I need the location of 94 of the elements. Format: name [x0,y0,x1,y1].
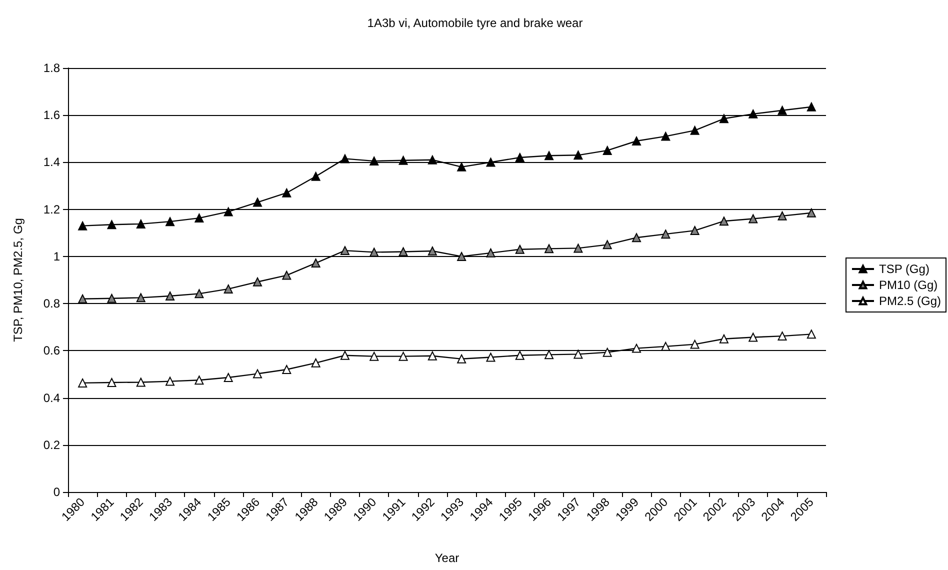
point [428,155,437,164]
point [78,378,88,388]
point [166,292,175,301]
point [806,330,816,339]
point [253,369,262,378]
point [661,230,670,239]
point [194,376,204,385]
point [602,240,612,250]
point [515,350,524,360]
point [107,220,116,230]
point [806,208,816,218]
point [748,214,758,224]
point [486,352,496,362]
point [311,358,320,368]
point [719,216,728,226]
point [515,153,524,162]
chart-title: 1A3b vi, Automobile tyre and brake wear [367,16,583,30]
point [690,340,700,349]
point [428,351,437,360]
point [136,219,146,228]
point [806,102,816,112]
legend-label: PM2.5 (Gg) [878,294,942,308]
x-axis-title: Year [434,551,460,565]
y-tick-label: 1 [53,249,60,264]
point [544,151,554,160]
point [398,247,408,256]
point [340,246,350,256]
point [224,373,233,382]
point [719,114,728,124]
point [107,294,116,303]
point [748,109,758,118]
legend-label: PM10 (Gg) [878,278,938,292]
legend-label: TSP (Gg) [878,262,930,276]
y-tick-label: 1.8 [43,61,60,75]
y-axis-title: TSP, PM10, PM2.5, Gg [11,218,25,342]
point [78,294,88,304]
point [690,226,700,236]
point [253,198,262,207]
point [457,252,466,261]
y-tick-label: 0.8 [43,296,60,311]
point [340,154,350,164]
y-tick-label: 0.2 [43,438,60,452]
point [194,214,204,223]
point [574,150,583,160]
point [574,244,583,253]
y-tick-label: 1.2 [43,202,60,216]
point [311,258,320,268]
point [282,270,292,280]
point [748,332,758,342]
point [486,158,496,167]
point [515,244,524,254]
point [370,248,379,257]
point [136,378,146,387]
point [778,106,787,115]
point [370,156,379,166]
point [778,211,787,220]
point [544,244,554,254]
point [632,136,641,146]
point [166,376,175,386]
point [428,246,437,256]
point [224,284,233,294]
point [457,162,466,172]
point [398,156,408,165]
point [253,277,262,286]
point [690,126,700,135]
point [457,354,466,364]
point [544,350,554,360]
point [632,344,641,353]
point [602,348,612,357]
point [340,350,350,360]
point [78,221,88,230]
y-tick-label: 0.4 [43,390,60,405]
point [719,334,728,344]
point [370,352,379,361]
point [778,332,787,341]
point [282,365,292,374]
point [194,289,204,298]
point [166,217,175,226]
point [136,293,146,302]
y-tick-label: 0 [53,485,60,499]
point [486,248,496,258]
point [224,207,233,216]
point [632,233,641,242]
point [661,342,670,351]
point [602,146,612,155]
point [398,352,408,361]
y-tick-label: 0.6 [43,344,60,358]
point [311,172,320,181]
y-tick-label: 1.4 [43,155,60,170]
y-tick-label: 1.6 [43,108,60,122]
point [661,132,670,141]
point [574,350,583,359]
point [107,378,116,387]
point [282,188,292,198]
